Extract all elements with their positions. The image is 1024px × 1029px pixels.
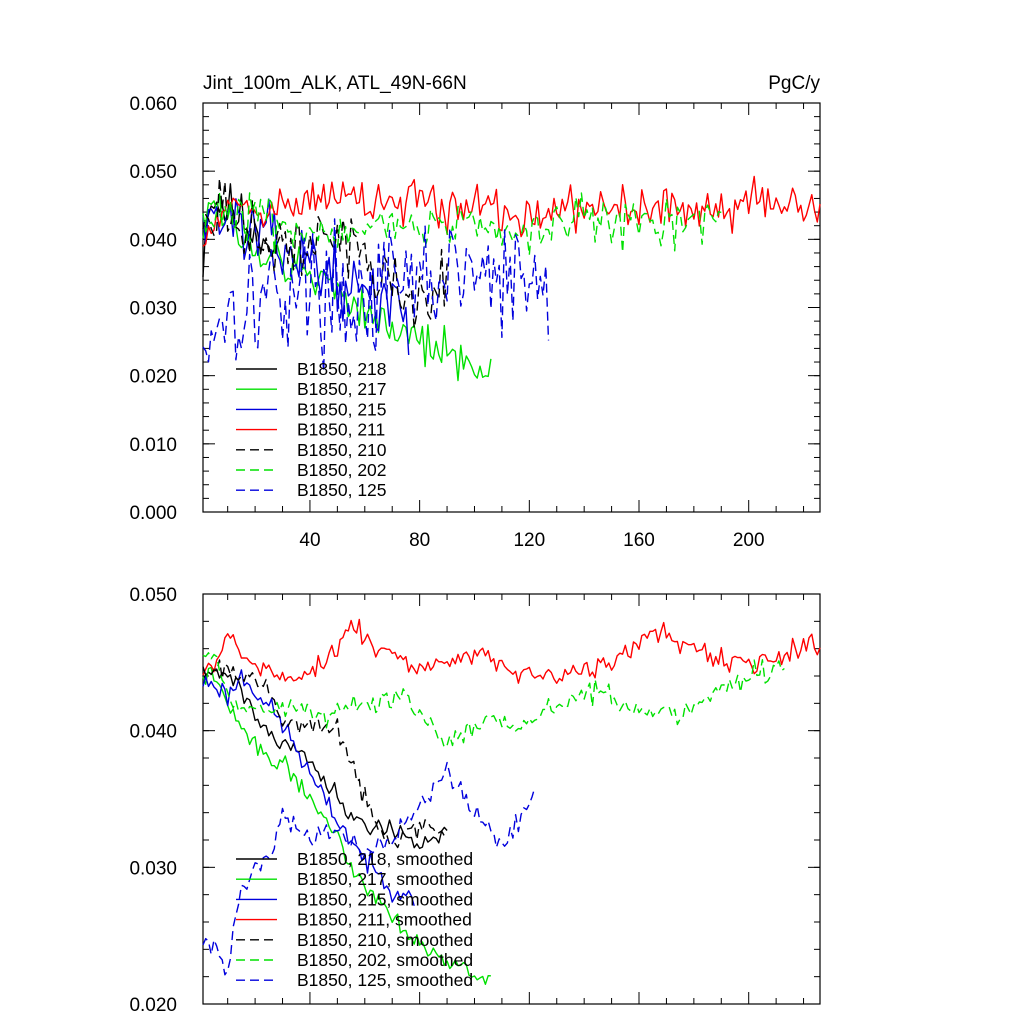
x-tick-label: 40: [299, 530, 320, 551]
legend-label: B1850, 215, smoothed: [297, 889, 473, 909]
series-line: [202, 652, 785, 749]
chart-title: Jint_100m_ALK, ATL_49N-66N: [203, 73, 467, 94]
legend-label: B1850, 125: [297, 480, 387, 500]
legend-label: B1850, 210: [297, 440, 387, 460]
legend-label: B1850, 218: [297, 359, 387, 379]
legend-label: B1850, 217, smoothed: [297, 869, 473, 889]
series-line: [202, 659, 448, 849]
plot-area: [202, 618, 821, 985]
y-tick-label: 0.050: [129, 585, 177, 606]
series-line: [202, 192, 492, 382]
x-tick-label: 120: [513, 530, 545, 551]
legend-label: B1850, 217: [297, 379, 387, 399]
x-tick-label: 160: [623, 530, 655, 551]
legend-label: B1850, 215: [297, 399, 387, 419]
x-tick-label: 80: [409, 530, 430, 551]
series-line: [202, 761, 536, 976]
axis-ticks: 0.020 0.030 0.040 0.050: [129, 585, 820, 1016]
series-line: [202, 192, 722, 256]
y-tick-label: 0.030: [129, 299, 177, 320]
legend-label: B1850, 211: [297, 420, 385, 440]
legend-label: B1850, 218, smoothed: [297, 849, 473, 869]
series-line: [202, 177, 448, 330]
legend-label: B1850, 125, smoothed: [297, 970, 473, 990]
y-tick-label: 0.040: [129, 230, 177, 251]
plot-area: [202, 175, 821, 382]
series-line: [202, 668, 448, 850]
y-tick-label: 0.000: [129, 503, 177, 524]
x-tick-label: 200: [733, 530, 765, 551]
units-label: PgC/y: [768, 73, 820, 94]
series-line: [202, 218, 550, 372]
top-panel: Jint_100m_ALK, ATL_49N-66N PgC/y 40 80 120…: [129, 73, 821, 551]
legend-label: B1850, 202, smoothed: [297, 950, 473, 970]
y-tick-label: 0.010: [129, 435, 177, 456]
plot-frame: [202, 593, 821, 1005]
bottom-panel: 0.020 0.030 0.040 0.050 B1850, 218, smoothe…: [129, 585, 821, 1016]
y-tick-label: 0.040: [129, 722, 177, 743]
legend-label: B1850, 202: [297, 460, 387, 480]
series-line: [202, 669, 415, 906]
y-tick-label: 0.050: [129, 162, 177, 183]
series-line: [202, 618, 821, 684]
y-tick-label: 0.020: [129, 367, 177, 388]
legend-label: B1850, 210, smoothed: [297, 930, 473, 950]
axis-ticks: 40 80 120 160 200 0.000 0.010 0.020 0.030 0.040 0.…: [129, 94, 820, 551]
series-line: [202, 175, 821, 247]
series-line: [202, 198, 410, 356]
legend-label: B1850, 211, smoothed: [297, 910, 472, 930]
y-tick-label: 0.020: [129, 995, 177, 1016]
series-line: [202, 666, 491, 985]
series-line: [202, 183, 281, 278]
y-tick-label: 0.060: [129, 94, 177, 115]
y-tick-label: 0.030: [129, 858, 177, 879]
